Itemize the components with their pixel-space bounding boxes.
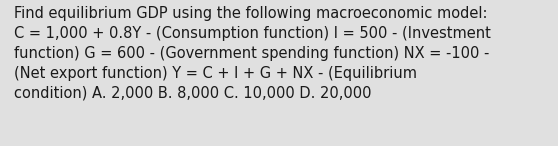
Text: Find equilibrium GDP using the following macroeconomic model:
C = 1,000 + 0.8Y -: Find equilibrium GDP using the following… bbox=[14, 6, 491, 101]
